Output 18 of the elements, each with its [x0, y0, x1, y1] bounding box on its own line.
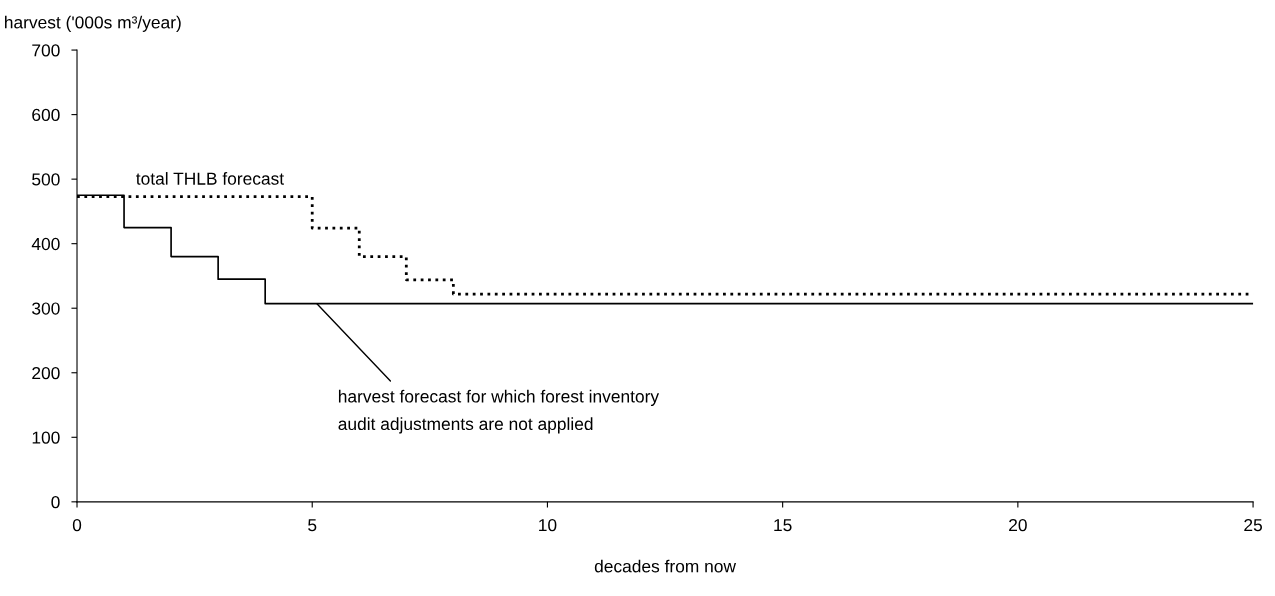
y-tick-label: 0	[51, 496, 60, 509]
x-tick-label: 10	[539, 518, 557, 532]
y-tick-label: 700	[32, 44, 60, 57]
y-tick-label: 600	[32, 108, 60, 122]
x-tick-label: 5	[308, 519, 317, 532]
annotation: total THLB forecast	[136, 172, 284, 185]
y-axis-title: harvest ('000s m³/year)	[5, 15, 181, 32]
y-tick-label: 200	[32, 366, 60, 380]
x-tick-label: 25	[1244, 518, 1262, 532]
y-tick-label: 400	[31, 237, 60, 251]
annotation: harvest forecast for which forest inventory audit adjustments are not applied	[338, 389, 660, 434]
y-tick-label: 100	[32, 431, 60, 444]
y-tick-label: 300	[32, 302, 60, 315]
y-tick-label: 500	[32, 173, 60, 186]
x-tick-label: 0	[72, 518, 82, 532]
x-tick-label: 15	[774, 519, 792, 532]
x-axis-title: decades from now	[594, 559, 737, 573]
x-tick-label: 20	[1009, 518, 1027, 532]
